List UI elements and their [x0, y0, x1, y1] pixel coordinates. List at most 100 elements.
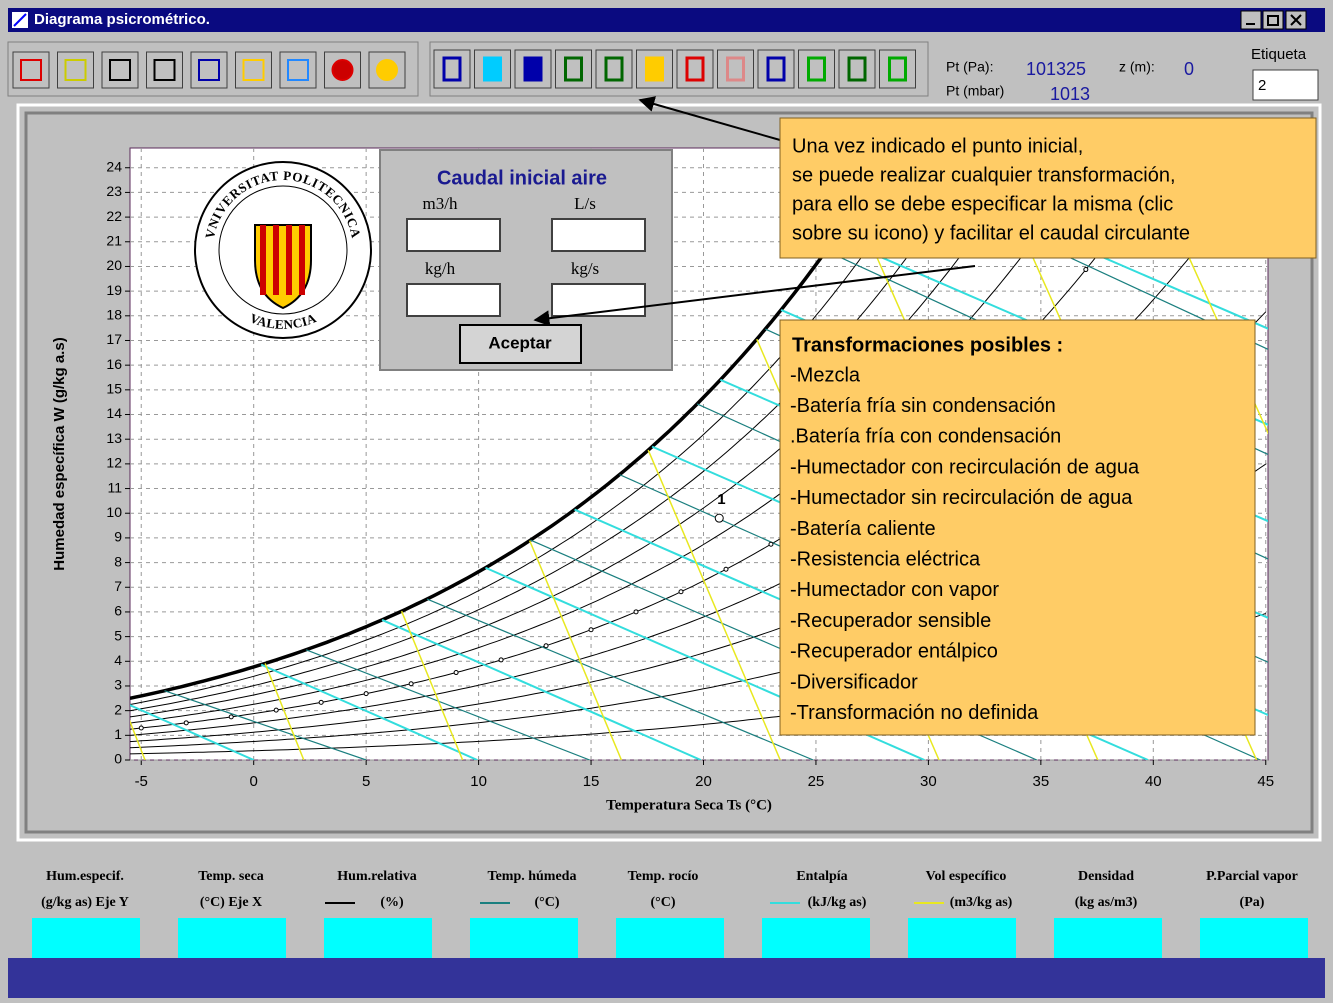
callout-2-item: -Humectador con vapor: [790, 579, 999, 601]
x-tick-label: 30: [920, 773, 937, 790]
y-tick-label: 4: [114, 652, 122, 668]
pt-pa: 101325: [1026, 59, 1086, 79]
logo-stripe: [299, 225, 305, 295]
field-unit: (Pa): [1240, 895, 1265, 910]
tool-button[interactable]: [839, 50, 875, 88]
field-box[interactable]: [1200, 918, 1308, 958]
field-unit: (°C) Eje X: [200, 895, 262, 910]
y-tick-label: 13: [106, 430, 122, 446]
y-tick-label: 3: [114, 677, 122, 693]
rh-50-dot: [679, 590, 683, 594]
field-box[interactable]: [1054, 918, 1162, 958]
tool-button[interactable]: [596, 50, 632, 88]
field-label: Vol específico: [926, 869, 1007, 884]
callout-2-item: -Recuperador entálpico: [790, 641, 998, 663]
y-tick-label: 8: [114, 553, 122, 569]
tool-button[interactable]: [799, 50, 835, 88]
tool-button[interactable]: [58, 52, 94, 88]
y-tick-label: 11: [107, 479, 122, 495]
field-label: Temp. seca: [198, 869, 264, 884]
tool-button[interactable]: [191, 52, 227, 88]
pt-mbar-label: Pt (mbar): [946, 83, 1004, 99]
tool-button[interactable]: [280, 52, 316, 88]
dialog-field-label: L/s: [574, 194, 596, 213]
pt-mbar: 1013: [1050, 84, 1090, 104]
tool-button[interactable]: [13, 52, 49, 88]
tool-button[interactable]: [147, 52, 183, 88]
callout-2-item: .Batería fría con condensación: [790, 426, 1061, 448]
callout-2-title: Transformaciones posibles :: [792, 334, 1063, 356]
z-value: 0: [1184, 59, 1194, 79]
field-unit: (kg as/m3): [1075, 895, 1138, 910]
toolbar-buttons[interactable]: [13, 50, 916, 88]
callout-2-item: -Recuperador sensible: [790, 610, 991, 632]
y-tick-label: 15: [106, 381, 122, 397]
tool-button[interactable]: [677, 50, 713, 88]
y-tick-label: 12: [106, 455, 122, 471]
callout-2-item: -Batería fría sin condensación: [790, 395, 1056, 417]
x-tick-label: 5: [362, 773, 370, 790]
window-title: Diagrama psicrométrico.: [34, 11, 210, 28]
field-box[interactable]: [908, 918, 1016, 958]
x-tick-label: 10: [470, 773, 487, 790]
rh-50-dot: [454, 671, 458, 675]
dialog-input[interactable]: [407, 219, 500, 251]
y-tick-label: 5: [114, 627, 122, 643]
dialog-field-label: kg/s: [571, 259, 599, 278]
y-tick-label: 10: [106, 504, 122, 520]
window-buttons[interactable]: [1241, 11, 1306, 29]
tool-button[interactable]: [718, 50, 754, 88]
callout-2-item: -Resistencia eléctrica: [790, 548, 981, 570]
field-unit: (°C): [650, 895, 675, 910]
field-box[interactable]: [762, 918, 870, 958]
callout-2-item: -Humectador con recirculación de agua: [790, 456, 1140, 478]
rh-50-dot: [499, 658, 503, 662]
state-point: [715, 514, 723, 522]
tool-button[interactable]: [880, 50, 916, 88]
field-label: Temp. rocío: [628, 869, 699, 884]
dialog-input[interactable]: [407, 284, 500, 316]
rh-50-dot: [1219, 74, 1223, 78]
rh-50-dot: [409, 682, 413, 686]
dialog-input[interactable]: [552, 219, 645, 251]
x-tick-label: 25: [808, 773, 825, 790]
y-tick-label: 21: [106, 232, 122, 248]
x-tick-label: 0: [250, 773, 258, 790]
rh-50-dot: [769, 542, 773, 546]
dialog-button-label: Aceptar: [488, 333, 552, 352]
etiqueta-value: 2: [1258, 77, 1266, 94]
field-unit: (%): [380, 895, 404, 910]
tool-button[interactable]: [556, 50, 592, 88]
state-point-label: 1: [717, 491, 725, 508]
callout-1-line: para ello se debe especificar la misma (…: [792, 193, 1173, 215]
callout-2-item: -Humectador sin recirculación de agua: [790, 487, 1133, 509]
logo-stripe: [273, 225, 279, 295]
callout-2-item: -Transformación no definida: [790, 702, 1039, 724]
tool-button[interactable]: [758, 50, 794, 88]
minimize[interactable]: [1241, 11, 1261, 29]
field-box[interactable]: [324, 918, 432, 958]
y-tick-label: 22: [106, 208, 122, 224]
callout-2-item: -Diversificador: [790, 671, 918, 693]
tool-icon: [333, 60, 353, 80]
callout-2-item: -Batería caliente: [790, 518, 936, 540]
maximize[interactable]: [1263, 11, 1283, 29]
tool-button[interactable]: [236, 52, 272, 88]
field-box[interactable]: [616, 918, 724, 958]
y-tick-label: 24: [106, 158, 122, 174]
field-box[interactable]: [178, 918, 286, 958]
status-bar: [8, 958, 1325, 998]
tool-icon: [647, 58, 663, 80]
rh-50-dot: [589, 628, 593, 632]
tool-icon: [377, 60, 397, 80]
callout-1-line: Una vez indicado el punto inicial,: [792, 135, 1083, 157]
tool-button[interactable]: [102, 52, 138, 88]
tool-button[interactable]: [434, 50, 470, 88]
field-box[interactable]: [470, 918, 578, 958]
field-box[interactable]: [32, 918, 140, 958]
rh-50-dot: [544, 644, 548, 648]
y-tick-label: 16: [106, 356, 122, 372]
x-axis-label: Temperatura Seca Ts (°C): [606, 797, 772, 813]
field-label: Temp. húmeda: [488, 869, 577, 884]
x-tick-label: 15: [583, 773, 600, 790]
